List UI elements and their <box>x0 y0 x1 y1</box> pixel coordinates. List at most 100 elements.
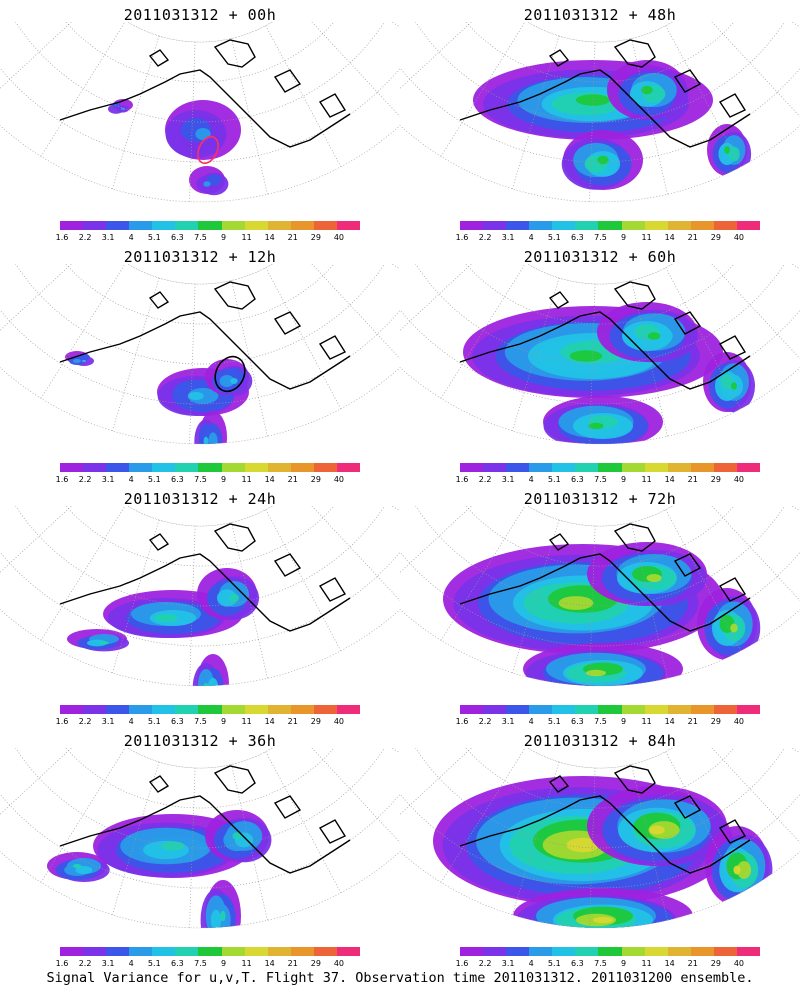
colorbar-cell <box>313 705 337 714</box>
longitude-line <box>718 264 800 304</box>
map-plot <box>400 506 800 687</box>
variance-contour <box>207 678 219 687</box>
coastline <box>59 69 351 148</box>
coastline <box>548 533 570 551</box>
colorbar-tick-label: 40 <box>333 475 345 484</box>
variance-contour <box>210 909 222 929</box>
colorbar-tick-label: 6.3 <box>171 717 184 726</box>
colorbar-cell <box>736 221 761 230</box>
colorbar-cell <box>175 705 199 714</box>
colorbar-tick-label: 7.5 <box>594 233 607 242</box>
colorbar-cell <box>221 463 245 472</box>
colorbar-cell <box>336 947 361 956</box>
colorbar-cell <box>460 463 484 472</box>
variance-contour <box>728 146 740 162</box>
colorbar-tick-label: 40 <box>333 233 345 242</box>
colorbar-cell <box>313 221 337 230</box>
variance-contour <box>203 436 209 445</box>
latitude-line <box>0 284 400 445</box>
coastline <box>548 291 570 309</box>
coastline <box>718 93 747 118</box>
colorbar-cell <box>529 221 553 230</box>
colorbar-tick-label: 4 <box>128 959 134 968</box>
variance-contour <box>87 639 107 647</box>
colorbar-cell <box>598 705 622 714</box>
longitude-line <box>295 264 400 364</box>
colorbar-tick-label: 4 <box>528 233 534 242</box>
coastline <box>673 311 702 335</box>
colorbar-cell <box>313 947 337 956</box>
map-panel-12h: 2011031312 + 12h 1.6 2.2 3.1 4 5.1 6.3 7.5 9 11 1… <box>0 242 400 484</box>
latitude-line <box>0 23 400 163</box>
variance-contour <box>73 359 81 363</box>
colorbar-tick-label: 11 <box>241 959 252 968</box>
colorbar-tick-label: 2.2 <box>478 959 492 968</box>
longitude-line <box>718 748 800 788</box>
latitude-line <box>0 507 400 647</box>
coastline <box>273 69 302 93</box>
colorbar-tick-label: 29 <box>310 233 321 242</box>
coastline <box>273 795 302 819</box>
latitude-line <box>400 507 800 647</box>
colorbar-cell <box>552 705 576 714</box>
colorbar-tick-label: 2.2 <box>478 233 492 242</box>
longitude-line <box>40 22 127 157</box>
colorbar-cell <box>713 463 737 472</box>
latitude-line <box>76 506 324 527</box>
colorbar-tick-label: 7.5 <box>194 233 207 242</box>
latitude-line <box>76 264 324 285</box>
colorbar-cell <box>83 463 107 472</box>
colorbar-tick-label: 1.6 <box>455 717 469 726</box>
colorbar-tick-label: 21 <box>687 233 698 242</box>
variance-contour <box>733 865 741 875</box>
longitude-line <box>295 748 400 848</box>
colorbar-cell <box>667 947 691 956</box>
colorbar-tick-label: 9 <box>620 717 627 726</box>
colorbar-tick-label: 40 <box>333 717 345 726</box>
latitude-line <box>0 749 400 889</box>
longitude-line <box>40 264 127 399</box>
colorbar-tick-label: 29 <box>710 233 721 242</box>
variance-contour <box>721 374 733 390</box>
colorbar-tick-label: 40 <box>733 475 745 484</box>
coastline <box>718 577 747 602</box>
colorbar-cell <box>460 705 484 714</box>
longitude-line <box>0 22 98 107</box>
colorbar-cell <box>552 463 576 472</box>
longitude-line <box>718 22 800 62</box>
colorbar-cell <box>198 463 222 472</box>
coastline <box>148 291 170 309</box>
variance-contour <box>121 107 125 111</box>
colorbar-cell <box>267 947 291 956</box>
colorbar-cell <box>290 947 314 956</box>
colorbar-tick-label: 21 <box>287 959 298 968</box>
map-field <box>0 22 400 203</box>
colorbar-cell <box>644 705 668 714</box>
colorbar-tick-label: 29 <box>310 475 321 484</box>
colorbar-cell <box>221 221 245 230</box>
colorbar-cell <box>644 463 668 472</box>
colorbar-tick-label: 5.1 <box>547 959 561 968</box>
colorbar-cell <box>60 221 84 230</box>
colorbar-tick-label: 7.5 <box>594 959 607 968</box>
coastline <box>548 49 570 67</box>
colorbar-tick-label: 14 <box>664 475 675 484</box>
colorbar-tick-label: 40 <box>333 959 345 968</box>
colorbar-tick-label: 9 <box>220 475 227 484</box>
colorbar-cell <box>175 221 199 230</box>
variance-contour <box>220 910 226 922</box>
colorbar-tick-label: 2.2 <box>78 959 92 968</box>
map-field <box>400 748 800 929</box>
colorbar-cell <box>621 463 645 472</box>
latitude-line <box>405 22 795 123</box>
variance-contour <box>99 641 109 645</box>
colorbar-tick-label: 3.1 <box>501 233 515 242</box>
colorbar-cell <box>83 705 107 714</box>
latitude-line <box>400 265 800 405</box>
colorbar-cell <box>290 705 314 714</box>
colorbar-cell <box>736 705 761 714</box>
variance-contour <box>195 128 211 140</box>
variance-contour <box>641 85 653 95</box>
colorbar-tick-label: 2.2 <box>478 475 492 484</box>
colorbar-tick-label: 4 <box>128 475 134 484</box>
